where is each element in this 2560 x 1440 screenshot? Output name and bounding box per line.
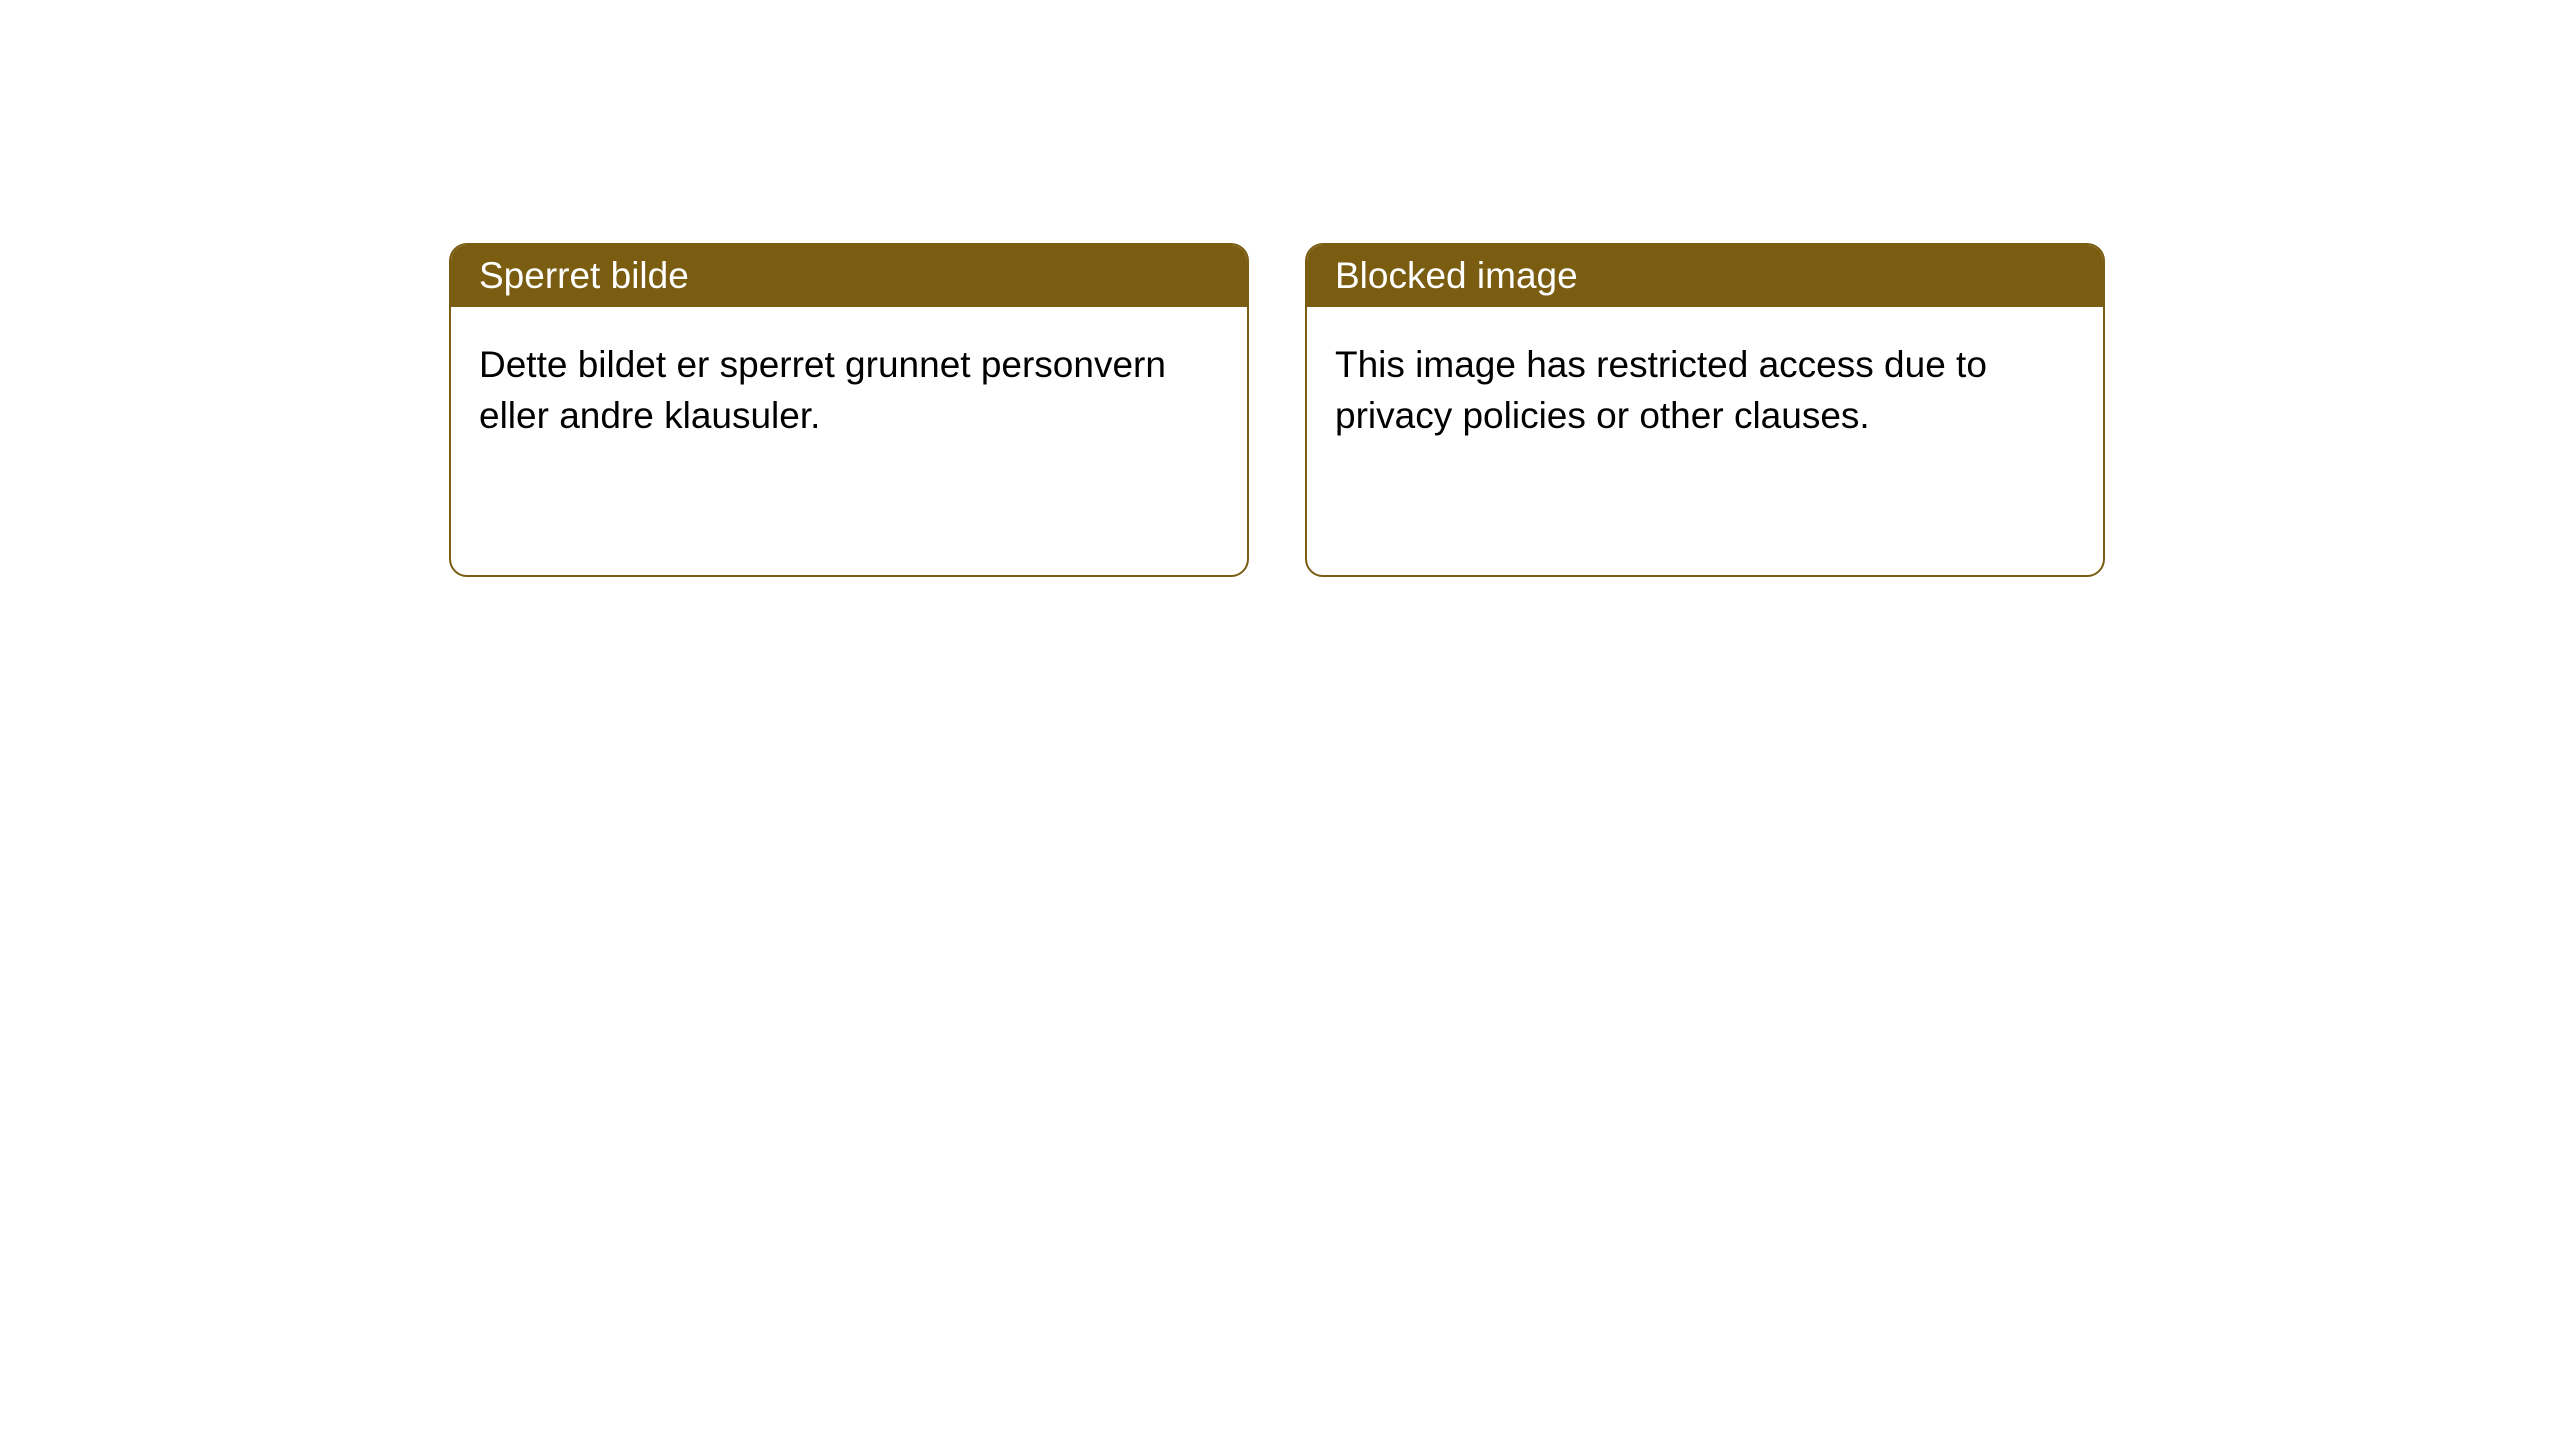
notice-text-norwegian: Dette bildet er sperret grunnet personve… [479,344,1166,436]
notice-text-english: This image has restricted access due to … [1335,344,1987,436]
notice-card-norwegian: Sperret bilde Dette bildet er sperret gr… [449,243,1249,577]
notice-body-norwegian: Dette bildet er sperret grunnet personve… [451,307,1247,575]
notice-title-norwegian: Sperret bilde [479,255,689,296]
notice-title-english: Blocked image [1335,255,1578,296]
notice-container: Sperret bilde Dette bildet er sperret gr… [449,243,2105,577]
notice-body-english: This image has restricted access due to … [1307,307,2103,575]
notice-card-english: Blocked image This image has restricted … [1305,243,2105,577]
notice-header-english: Blocked image [1307,245,2103,307]
notice-header-norwegian: Sperret bilde [451,245,1247,307]
